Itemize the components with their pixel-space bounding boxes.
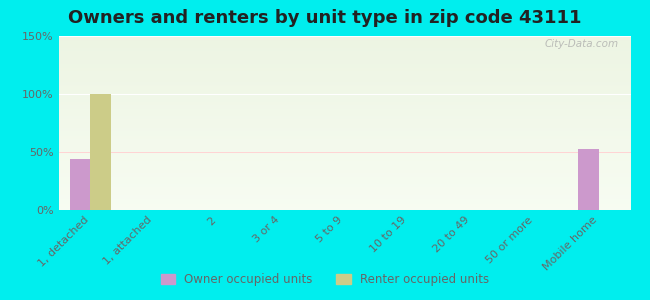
- Text: Owners and renters by unit type in zip code 43111: Owners and renters by unit type in zip c…: [68, 9, 582, 27]
- Bar: [578, 148, 599, 210]
- Bar: [90, 94, 110, 210]
- Text: City-Data.com: City-Data.com: [545, 40, 619, 50]
- Bar: [70, 159, 90, 210]
- Legend: Owner occupied units, Renter occupied units: Owner occupied units, Renter occupied un…: [156, 269, 494, 291]
